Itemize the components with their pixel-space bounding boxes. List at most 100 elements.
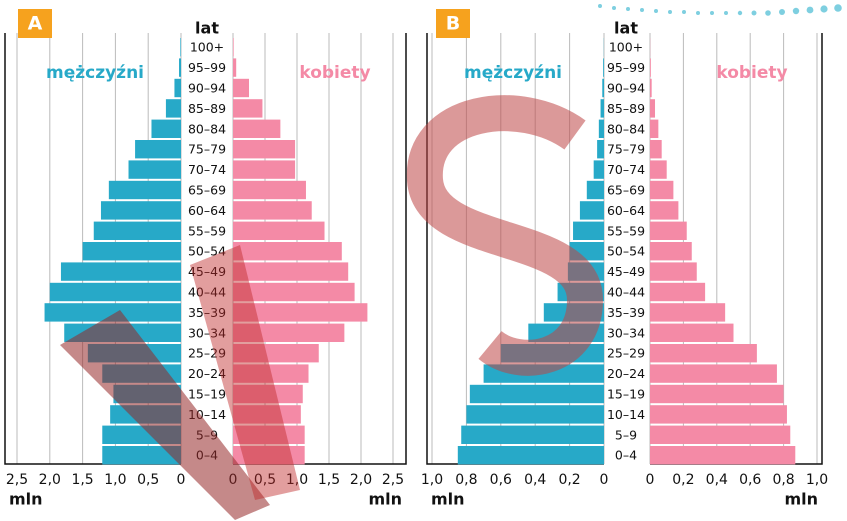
bar-male <box>94 222 181 240</box>
bar-female <box>650 79 652 97</box>
x-tick-label: 0,2 <box>558 472 580 488</box>
x-tick-label: 2,0 <box>39 472 61 488</box>
age-label: 60–64 <box>607 203 645 218</box>
x-tick-label: 0,4 <box>706 472 728 488</box>
bar-male <box>603 58 604 76</box>
bar-female <box>233 181 306 199</box>
legend-female: kobiety <box>716 63 787 83</box>
x-axis-unit: mln <box>9 490 43 509</box>
x-axis-unit: mln <box>784 490 818 509</box>
age-label: 65–69 <box>607 183 645 198</box>
bar-male <box>179 58 181 76</box>
legend-male: mężczyźni <box>46 63 144 83</box>
age-label: 100+ <box>190 40 224 55</box>
age-label: 50–54 <box>607 244 645 259</box>
bar-female <box>650 283 705 301</box>
age-label: 25–29 <box>607 346 645 361</box>
age-label: 80–84 <box>188 121 226 136</box>
x-tick-label: 0 <box>646 472 655 488</box>
bar-male <box>573 222 604 240</box>
bar-male <box>180 38 181 56</box>
x-tick-label: 0,6 <box>739 472 761 488</box>
bar-female <box>650 324 734 342</box>
bar-male <box>601 99 604 117</box>
age-label: 35–39 <box>607 305 645 320</box>
bar-female <box>233 201 312 219</box>
bar-male <box>597 140 604 158</box>
x-tick-label: 1,0 <box>421 472 443 488</box>
bar-female <box>650 140 662 158</box>
bar-female <box>650 242 692 260</box>
age-label: 85–89 <box>188 101 226 116</box>
age-label: 15–19 <box>188 387 226 402</box>
bar-female <box>233 242 342 260</box>
bar-female <box>650 405 787 423</box>
bar-male <box>151 120 181 138</box>
bar-female <box>650 99 655 117</box>
x-tick-label: 0,4 <box>524 472 546 488</box>
y-axis-title: lat <box>195 19 219 38</box>
bar-female <box>233 262 348 280</box>
bar-female <box>650 120 658 138</box>
bar-female <box>650 426 790 444</box>
bar-male <box>109 181 181 199</box>
bar-female <box>650 262 697 280</box>
age-label: 95–99 <box>188 60 226 75</box>
x-tick-label: 0 <box>600 472 609 488</box>
age-label: 5–9 <box>615 427 637 442</box>
bar-female <box>650 446 795 464</box>
age-label: 95–99 <box>607 60 645 75</box>
bar-male <box>602 79 604 97</box>
bar-male <box>580 201 604 219</box>
bar-female <box>650 58 651 76</box>
page: 000,50,51,01,01,51,52,02,02,52,5100+95–9… <box>0 0 847 521</box>
x-tick-label: 0,8 <box>455 472 477 488</box>
age-label: 55–59 <box>188 223 226 238</box>
age-label: 65–69 <box>188 183 226 198</box>
bar-female <box>650 303 725 321</box>
x-tick-label: 1,0 <box>104 472 126 488</box>
age-label: 85–89 <box>607 101 645 116</box>
bar-male <box>166 99 181 117</box>
bar-male <box>461 426 604 444</box>
x-tick-label: 0 <box>177 472 186 488</box>
x-tick-label: 1,0 <box>806 472 828 488</box>
x-axis-unit: mln <box>431 490 465 509</box>
bar-male <box>470 385 604 403</box>
age-label: 75–79 <box>188 142 226 157</box>
bar-female <box>650 344 757 362</box>
chart: 000,50,51,01,01,51,52,02,02,52,5100+95–9… <box>0 0 847 521</box>
bar-female <box>650 385 784 403</box>
bar-female <box>650 222 687 240</box>
x-tick-label: 2,5 <box>382 472 404 488</box>
x-tick-label: 1,5 <box>71 472 93 488</box>
bar-female <box>650 160 667 178</box>
x-tick-label: 0,6 <box>490 472 512 488</box>
age-label: 80–84 <box>607 121 645 136</box>
bar-female <box>233 222 325 240</box>
age-label: 60–64 <box>188 203 226 218</box>
bar-male <box>61 262 181 280</box>
panel-label: B <box>446 13 460 35</box>
legend-female: kobiety <box>299 63 370 83</box>
age-label: 90–94 <box>188 81 226 96</box>
bar-male <box>50 283 181 301</box>
bar-male <box>587 181 604 199</box>
x-tick-label: 0,8 <box>772 472 794 488</box>
bar-female <box>233 79 249 97</box>
age-label: 20–24 <box>607 366 645 381</box>
y-axis-title: lat <box>614 19 638 38</box>
age-label: 100+ <box>609 40 643 55</box>
age-label: 45–49 <box>607 264 645 279</box>
x-tick-label: 2,0 <box>350 472 372 488</box>
bar-female <box>233 58 236 76</box>
bar-female <box>650 181 673 199</box>
panel-label: A <box>28 13 43 35</box>
age-label: 15–19 <box>607 387 645 402</box>
age-label: 75–79 <box>607 142 645 157</box>
x-tick-label: 0,5 <box>137 472 159 488</box>
age-label: 0–4 <box>615 448 637 463</box>
x-tick-label: 0,2 <box>672 472 694 488</box>
bar-male <box>135 140 181 158</box>
bar-female <box>233 38 234 56</box>
